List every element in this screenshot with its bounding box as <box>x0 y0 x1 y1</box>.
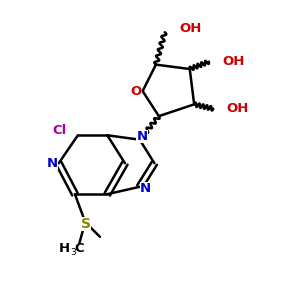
Text: OH: OH <box>179 22 202 35</box>
Text: N: N <box>140 182 151 195</box>
Text: O: O <box>130 85 142 98</box>
Text: C: C <box>74 242 84 255</box>
Text: S: S <box>81 217 91 231</box>
Text: H: H <box>59 242 70 255</box>
Text: N: N <box>47 157 58 170</box>
Text: OH: OH <box>226 102 249 115</box>
Text: OH: OH <box>222 55 244 68</box>
Text: 3: 3 <box>70 248 76 257</box>
Text: Cl: Cl <box>52 124 67 137</box>
Text: N: N <box>136 130 148 143</box>
